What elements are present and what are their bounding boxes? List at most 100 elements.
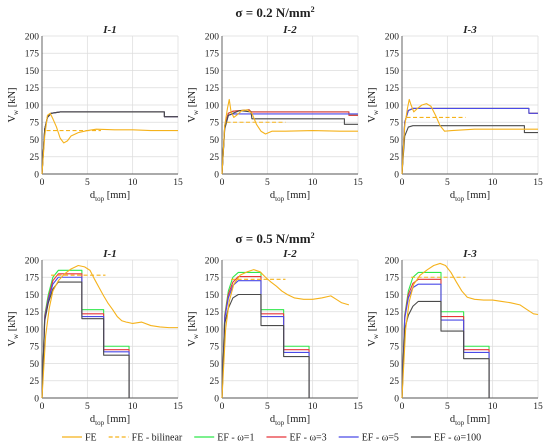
y-tick-label: 150 (25, 291, 40, 301)
y-axis-label: Vw [kN] (367, 87, 380, 122)
series-line-ef-5 (221, 113, 358, 175)
legend-label: FE - bilinear (132, 433, 183, 444)
y-tick-label: 175 (205, 50, 220, 60)
chart-legend: FE FE - bilinear EF - ω=1 EF - ω=3 EF - ω=5 E… (62, 433, 481, 444)
y-tick-label: 50 (210, 136, 220, 146)
y-tick-label: 150 (25, 67, 40, 77)
y-tick-label: 50 (30, 136, 40, 146)
y-tick-label: 100 (25, 325, 40, 335)
x-axis-label: dtop [mm] (270, 414, 310, 427)
y-tick-label: 50 (30, 360, 40, 370)
legend-item: EF - ω=5 (338, 433, 399, 444)
x-tick-label: 10 (128, 178, 138, 188)
x-tick-label: 0 (400, 178, 405, 188)
series-line-fe (41, 112, 178, 175)
x-tick-label: 15 (353, 178, 363, 188)
y-tick-label: 0 (34, 170, 39, 180)
y-tick-label: 75 (210, 119, 220, 129)
series-line-fe (41, 264, 178, 399)
legend-label: EF - ω=1 (217, 433, 254, 444)
x-tick-label: 0 (400, 402, 405, 412)
y-tick-label: 100 (205, 325, 220, 335)
row-title-bottom: σ = 0.5 N/mm2 (235, 231, 314, 246)
x-tick-label: 10 (488, 178, 498, 188)
y-tick-label: 25 (30, 153, 40, 163)
y-tick-label: 25 (390, 377, 400, 387)
y-tick-label: 175 (25, 274, 40, 284)
y-tick-label: 25 (210, 377, 220, 387)
panel-title: I-3 (462, 24, 477, 36)
series-line-ef-5 (401, 283, 490, 399)
y-tick-label: 125 (25, 84, 40, 94)
series-line-ef-1 (221, 109, 358, 175)
y-tick-label: 50 (390, 136, 400, 146)
y-tick-label: 0 (394, 170, 399, 180)
x-axis-label: dtop [mm] (450, 414, 490, 427)
legend-label: EF - ω=5 (362, 433, 399, 444)
series-line-ef-3 (401, 107, 538, 175)
y-tick-label: 125 (25, 308, 40, 318)
panel-title: I-3 (462, 248, 477, 260)
series-line-ef-5 (41, 111, 178, 175)
chart-panel-1: 0 25 50 75 100 125 150 175 200 0 5 10 15 I-2 dtop [mm]… (187, 24, 363, 203)
y-tick-label: 50 (210, 360, 220, 370)
x-tick-label: 5 (85, 178, 90, 188)
series-line-ef-5 (41, 276, 130, 399)
y-tick-label: 200 (205, 256, 220, 266)
x-tick-label: 5 (445, 178, 450, 188)
legend-label: EF - ω=3 (289, 433, 326, 444)
legend-item: EF - ω=100 (410, 433, 481, 444)
x-tick-label: 5 (85, 402, 90, 412)
x-axis-label: dtop [mm] (90, 414, 130, 427)
y-tick-label: 125 (205, 84, 220, 94)
chart-panel-2: 0 25 50 75 100 125 150 175 200 0 5 10 15 I-3 dtop [mm]… (367, 24, 543, 203)
y-tick-label: 175 (385, 274, 400, 284)
x-tick-label: 0 (40, 178, 45, 188)
panel-title: I-1 (102, 24, 116, 36)
series-line-ef-3 (41, 273, 130, 399)
y-axis-label: Vw [kN] (367, 311, 380, 346)
series-line-ef-100 (401, 125, 538, 175)
legend-item: FE (62, 433, 97, 444)
y-tick-label: 200 (385, 32, 400, 42)
y-tick-label: 200 (385, 256, 400, 266)
y-tick-label: 175 (205, 274, 220, 284)
series-line-ef-3 (401, 278, 490, 399)
chart-panel-0: 0 25 50 75 100 125 150 175 200 0 5 10 15 I-1 dtop [mm]… (7, 24, 183, 203)
x-tick-label: 10 (308, 178, 318, 188)
x-tick-label: 0 (220, 402, 225, 412)
y-tick-label: 25 (210, 153, 220, 163)
y-axis-label: Vw [kN] (187, 87, 200, 122)
y-tick-label: 125 (205, 308, 220, 318)
legend-item: FE - bilinear (108, 433, 183, 444)
legend-label: EF - ω=100 (434, 433, 481, 444)
chart-panel-5: 0 25 50 75 100 125 150 175 200 0 5 10 15 I-3 dtop [mm]… (367, 248, 543, 427)
x-tick-label: 10 (308, 402, 318, 412)
y-tick-label: 125 (385, 308, 400, 318)
series-line-fe (401, 262, 539, 399)
x-tick-label: 10 (488, 402, 498, 412)
x-tick-label: 10 (128, 402, 138, 412)
y-axis-label: Vw [kN] (7, 311, 20, 346)
x-tick-label: 0 (220, 178, 225, 188)
y-axis-label: Vw [kN] (7, 87, 20, 122)
series-line-ef-100 (41, 111, 178, 175)
panel-title: I-2 (282, 248, 297, 260)
panel-title: I-2 (282, 24, 297, 36)
y-tick-label: 75 (210, 343, 220, 353)
series-line-ef-1 (41, 269, 130, 399)
y-tick-label: 75 (390, 119, 400, 129)
chart-panel-3: 0 25 50 75 100 125 150 175 200 0 5 10 15 I-1 dtop [mm]… (7, 248, 183, 427)
series-line-fe (221, 98, 358, 175)
x-tick-label: 5 (265, 402, 270, 412)
chart-panel-4: 0 25 50 75 100 125 150 175 200 0 5 10 15 I-2 dtop [mm]… (187, 248, 363, 427)
y-tick-label: 75 (390, 343, 400, 353)
series-line-fe (221, 269, 350, 399)
y-tick-label: 25 (390, 153, 400, 163)
y-tick-label: 150 (385, 67, 400, 77)
series-line-ef-100 (41, 281, 130, 399)
y-tick-label: 175 (25, 50, 40, 60)
y-tick-label: 25 (30, 377, 40, 387)
